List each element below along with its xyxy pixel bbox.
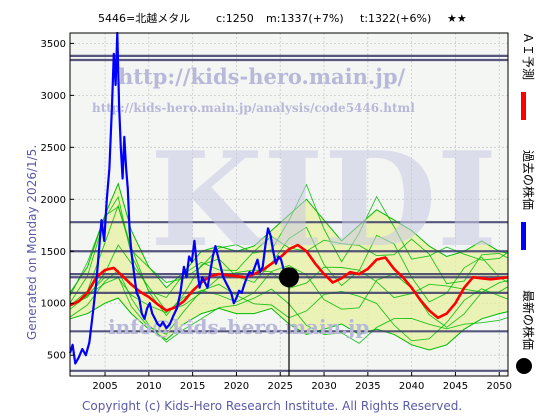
header-rating-stars: ★★: [447, 12, 467, 25]
y-tick-label: 500: [47, 351, 66, 362]
forecast-band-upper: [69, 182, 509, 294]
legend-latest-marker: [516, 358, 532, 374]
forecast-band: [69, 182, 509, 351]
y-tick-label: 3000: [41, 91, 66, 102]
x-tick-label: 2020: [224, 381, 249, 392]
legend-ai-swatch: [521, 92, 526, 120]
ai-forecast-line: [69, 243, 509, 320]
watermark-analysis-url: http://kids-hero.main.jp/analysis/code54…: [92, 101, 415, 115]
watermarks: KIDI http://kids-hero.main.jp/ http://ki…: [92, 64, 497, 339]
legend-past-label: 過去の株価: [521, 150, 536, 210]
header-current-price: c:1250: [216, 12, 254, 25]
copyright-footer: Copyright (c) Kids-Hero Research Institu…: [82, 399, 462, 413]
header-code-name: 5446=北越メタル: [98, 11, 190, 25]
x-tick-label: 2015: [180, 381, 205, 392]
watermark-logo: KIDI: [150, 123, 497, 276]
series: [68, 31, 509, 376]
x-tick-label: 2030: [311, 381, 336, 392]
forecast-band-fill: [70, 183, 508, 350]
forecast-band-curve: [69, 204, 509, 317]
x-tick-label: 2025: [268, 381, 293, 392]
x-tick-label: 2040: [399, 381, 424, 392]
legend: ＡＩ予測 過去の株価 最新の株価: [516, 32, 536, 374]
watermark-url: http://kids-hero.main.jp/: [118, 64, 406, 89]
y-tick-label: 1500: [41, 247, 66, 258]
forecast-band-curve: [69, 183, 509, 297]
generated-date-note: Generated on Monday 2026/1/5.: [25, 145, 39, 340]
latest-price-marker: [279, 267, 299, 288]
y-axis-ticks: 500 1000 1500 2000 2500 3000 3500: [41, 39, 74, 362]
x-tick-label: 2035: [355, 381, 380, 392]
plot-frame: [69, 32, 509, 377]
header-target-forecast: t:1322(+6%): [360, 12, 431, 25]
legend-latest-label: 最新の株価: [521, 290, 536, 350]
y-tick-label: 1000: [41, 299, 66, 310]
y-tick-label: 2000: [41, 195, 66, 206]
x-tick-label: 2010: [136, 381, 161, 392]
x-tick-label: 2050: [487, 381, 512, 392]
y-tick-label: 3500: [41, 39, 66, 50]
x-axis-ticks: 2005 2010 2015 2020 2025 2030 2035 2040 2045 2050: [92, 372, 512, 392]
legend-ai-label: ＡＩ予測: [521, 32, 535, 80]
legend-past-swatch: [521, 222, 526, 250]
x-tick-label: 2045: [443, 381, 468, 392]
forecast-band-curve: [69, 265, 509, 328]
y-tick-label: 2500: [41, 143, 66, 154]
header-median-forecast: m:1337(+7%): [266, 12, 344, 25]
x-tick-label: 2005: [92, 381, 117, 392]
watermark-email: info@kids-hero.main.jp: [108, 315, 369, 339]
plot-area: KIDI http://kids-hero.main.jp/ http://ki…: [68, 31, 509, 377]
past-price-line: [68, 31, 290, 365]
